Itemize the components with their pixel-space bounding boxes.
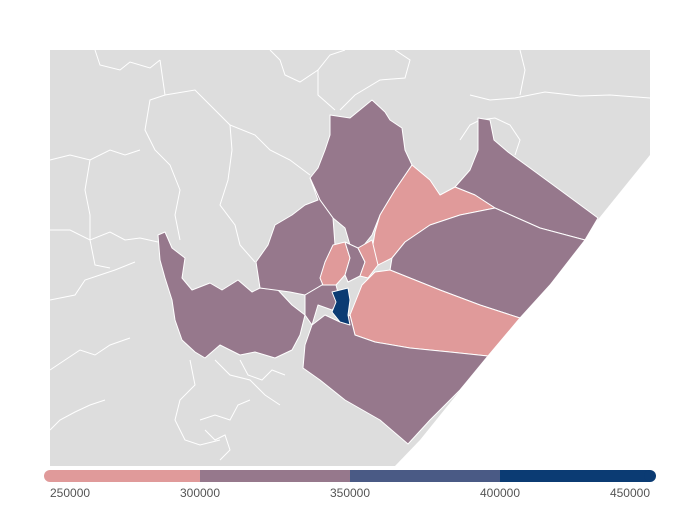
region-center-small-d[interactable] (304, 284, 341, 326)
legend-tick-labels: 250000 300000 350000 400000 450000 (50, 486, 650, 500)
legend-tick-label: 300000 (180, 486, 220, 500)
legend: 250000 300000 350000 400000 450000 (44, 470, 656, 500)
legend-cap-right (644, 470, 656, 482)
region-south-large[interactable] (302, 314, 489, 445)
legend-bin-3 (350, 470, 500, 482)
districts (157, 99, 599, 445)
legend-bin-4 (500, 470, 650, 482)
legend-tick-label: 250000 (50, 486, 90, 500)
legend-cap-left (44, 470, 56, 482)
legend-bin-1 (50, 470, 200, 482)
legend-color-bar (44, 470, 656, 482)
legend-bin-2 (200, 470, 350, 482)
neighbor-borders (49, 49, 651, 461)
legend-tick-label: 350000 (330, 486, 370, 500)
region-west-lobe[interactable] (157, 231, 306, 359)
region-center-small-c[interactable] (357, 239, 379, 279)
legend-tick-label: 400000 (480, 486, 520, 500)
region-west-upper[interactable] (255, 177, 336, 296)
region-capital[interactable] (331, 287, 351, 326)
legend-tick-label: 450000 (610, 486, 650, 500)
region-north-central[interactable] (309, 99, 413, 251)
